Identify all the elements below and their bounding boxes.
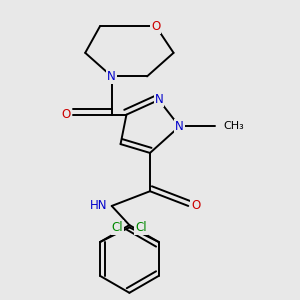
- Text: O: O: [61, 108, 71, 121]
- Text: N: N: [175, 120, 184, 133]
- Text: N: N: [107, 70, 116, 83]
- Text: Cl: Cl: [135, 221, 147, 234]
- Text: O: O: [191, 200, 200, 212]
- Text: Cl: Cl: [112, 221, 123, 234]
- Text: CH₃: CH₃: [224, 122, 244, 131]
- Text: N: N: [154, 93, 163, 106]
- Text: HN: HN: [90, 200, 107, 212]
- Text: O: O: [151, 20, 160, 33]
